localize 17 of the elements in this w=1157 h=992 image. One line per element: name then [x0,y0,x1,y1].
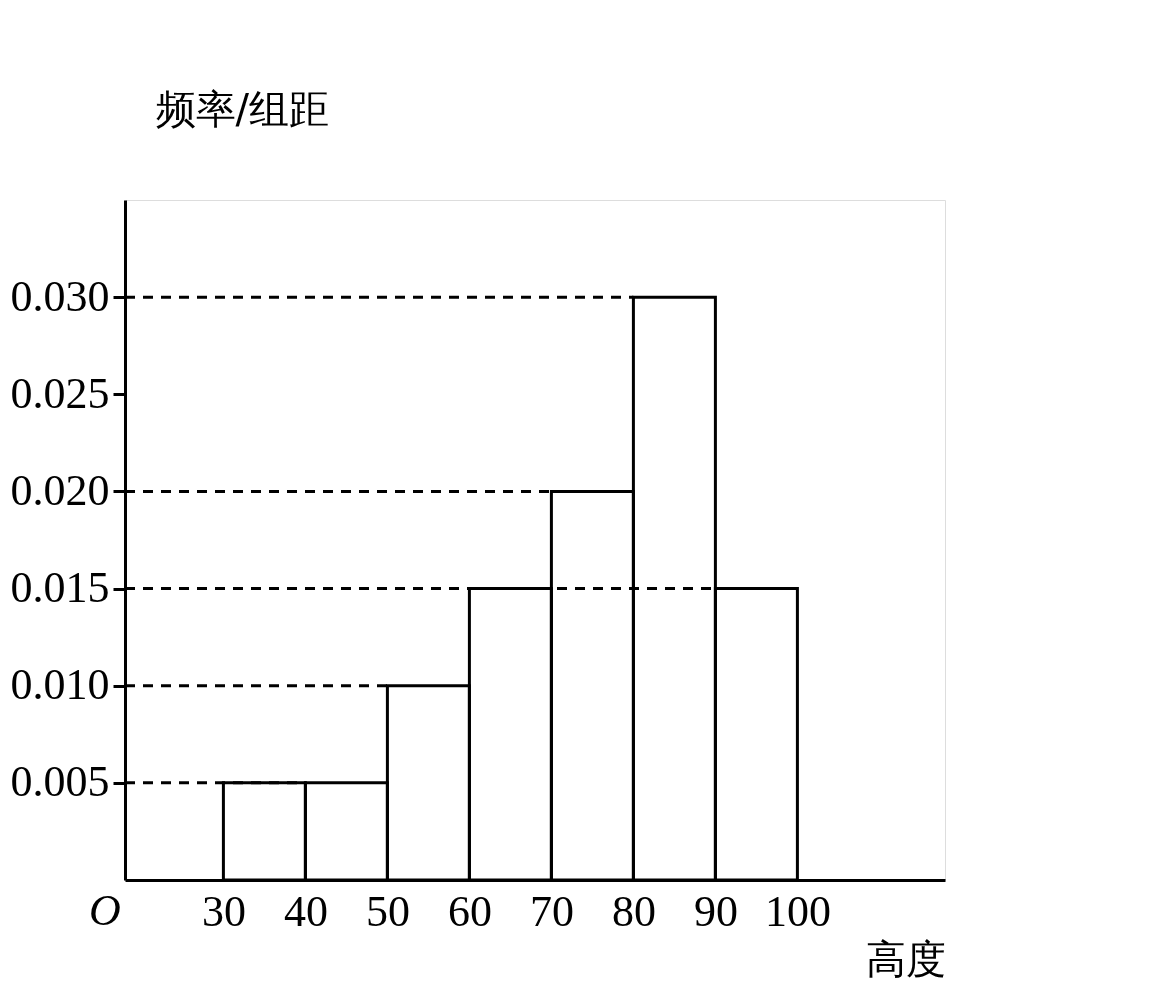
y-tick-label: 0.030 [10,271,110,321]
y-tick-label: 0.020 [10,465,110,515]
y-axis-title: 频率/组距 [155,85,329,132]
x-tick-label: 40 [283,886,328,936]
text: O [89,886,121,935]
x-tick-label: 50 [365,886,410,936]
x-tick-label: 90 [693,886,738,936]
x-tick-label: 60 [447,886,492,936]
y-tick-label: 0.010 [10,660,110,710]
x-tick-label: 80 [611,886,656,936]
y-tick-label: 0.005 [10,757,110,807]
y-tick-label: 0.025 [10,368,110,418]
x-axis-title: 高度 [865,935,946,982]
x-tick-label: 100 [764,886,831,936]
y-tick-label: 0.015 [10,563,110,613]
x-tick-label: 70 [529,886,574,936]
x-tick-label: 30 [201,886,246,936]
